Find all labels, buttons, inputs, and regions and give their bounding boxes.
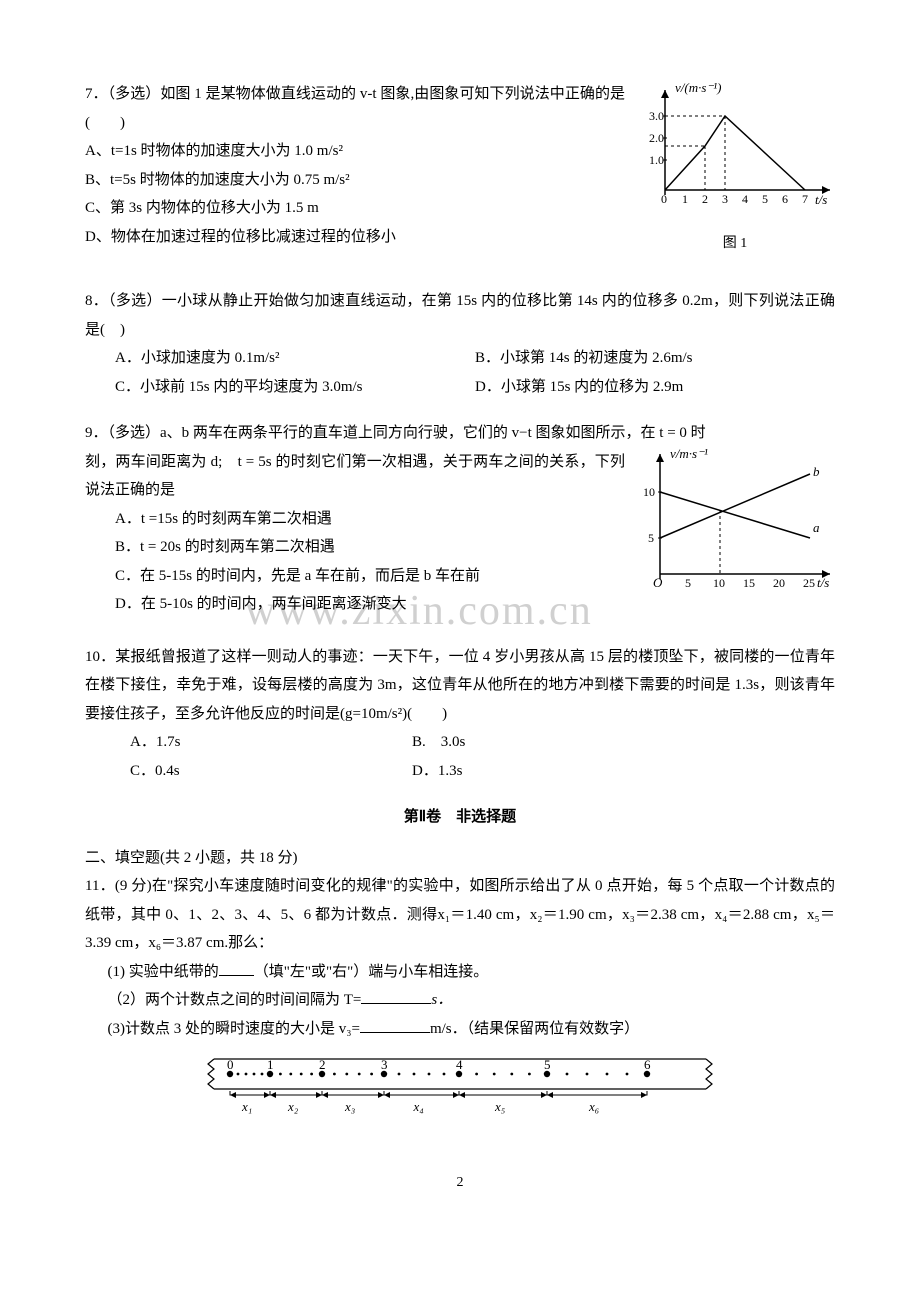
- svg-text:2: 2: [702, 192, 708, 206]
- question-9: 9．（多选）a、b 两车在两条平行的直车道上同方向行驶，它们的 v−t 图象如图…: [85, 419, 835, 619]
- svg-text:t/s: t/s: [815, 192, 827, 207]
- svg-text:v/m·s⁻¹: v/m·s⁻¹: [670, 446, 708, 461]
- svg-text:5: 5: [685, 576, 691, 590]
- q11-sub3a: (3)计数点 3 处的瞬时速度的大小是 v₃=: [108, 1021, 360, 1037]
- page-number: 2: [85, 1170, 835, 1197]
- svg-text:2.0: 2.0: [649, 131, 664, 145]
- tape-svg: 0 1 2 3 4 5 6 x₁ x₂ x₃ x₄ x₅ x₆: [200, 1049, 720, 1119]
- svg-text:b: b: [813, 464, 820, 479]
- svg-text:v/(m·s⁻¹): v/(m·s⁻¹): [675, 80, 722, 95]
- svg-text:10: 10: [713, 576, 725, 590]
- question-8: 8．（多选）一小球从静止开始做匀加速直线运动，在第 15s 内的位移比第 14s…: [85, 287, 835, 401]
- svg-text:4: 4: [456, 1057, 463, 1072]
- q8-optC: C．小球前 15s 内的平均速度为 3.0m/s: [115, 373, 475, 402]
- chart-q7: 1.0 2.0 3.0 0 1 2 3 4 5 6 7 v/(m·s⁻¹) t/…: [635, 80, 835, 220]
- question-11: 11．(9 分)在"探究小车速度随时间变化的规律"的实验中，如图所示给出了从 0…: [85, 872, 835, 1130]
- svg-text:15: 15: [743, 576, 755, 590]
- q8-optD: D．小球第 15s 内的位移为 2.9m: [475, 373, 835, 402]
- svg-text:x₂: x₂: [287, 1099, 299, 1114]
- q9-optD: D．在 5-10s 的时间内，两车间距离逐渐变大: [115, 596, 407, 612]
- svg-text:1.0: 1.0: [649, 153, 664, 167]
- figure-q11-tape: 0 1 2 3 4 5 6 x₁ x₂ x₃ x₄ x₅ x₆: [85, 1049, 835, 1130]
- svg-text:a: a: [813, 520, 820, 535]
- svg-text:4: 4: [742, 192, 748, 206]
- figure-q7-label: 图 1: [635, 231, 835, 258]
- svg-text:3.0: 3.0: [649, 109, 664, 123]
- svg-text:5: 5: [648, 531, 654, 545]
- q10-optB: B. 3.0s: [412, 728, 835, 757]
- section-2-title: 第Ⅱ卷 非选择题: [85, 803, 835, 832]
- q8-optB: B．小球第 14s 的初速度为 2.6m/s: [475, 344, 835, 373]
- svg-text:0: 0: [227, 1057, 234, 1072]
- svg-text:3: 3: [381, 1057, 388, 1072]
- svg-text:25: 25: [803, 576, 815, 590]
- q8-optA: A．小球加速度为 0.1m/s²: [115, 344, 475, 373]
- svg-text:x₆: x₆: [588, 1099, 599, 1114]
- svg-text:x₅: x₅: [494, 1099, 505, 1114]
- question-7: 1.0 2.0 3.0 0 1 2 3 4 5 6 7 v/(m·s⁻¹) t/…: [85, 80, 835, 257]
- svg-text:6: 6: [782, 192, 788, 206]
- svg-text:3: 3: [722, 192, 728, 206]
- q10-optD: D．1.3s: [412, 757, 835, 786]
- svg-text:7: 7: [802, 192, 808, 206]
- q11-sub2b: s．: [431, 992, 452, 1008]
- svg-text:20: 20: [773, 576, 785, 590]
- svg-text:5: 5: [762, 192, 768, 206]
- section-2-subtitle: 二、填空题(共 2 小题，共 18 分): [85, 844, 835, 873]
- question-10: 10．某报纸曾报道了这样一则动人的事迹：一天下午，一位 4 岁小男孩从高 15 …: [85, 643, 835, 786]
- q10-stem: 10．某报纸曾报道了这样一则动人的事迹：一天下午，一位 4 岁小男孩从高 15 …: [85, 643, 835, 729]
- svg-text:0: 0: [661, 192, 667, 206]
- q11-stem: 11．(9 分)在"探究小车速度随时间变化的规律"的实验中，如图所示给出了从 0…: [85, 872, 835, 958]
- q10-optC: C．0.4s: [130, 757, 412, 786]
- svg-text:5: 5: [544, 1057, 551, 1072]
- svg-text:x₃: x₃: [344, 1099, 355, 1114]
- q10-optA: A．1.7s: [130, 728, 412, 757]
- blank-2[interactable]: [361, 988, 431, 1004]
- blank-3[interactable]: [360, 1017, 430, 1033]
- figure-q7: 1.0 2.0 3.0 0 1 2 3 4 5 6 7 v/(m·s⁻¹) t/…: [635, 80, 835, 257]
- figure-q9: 5 10 5 10 15 20 25 O a b v/m·s⁻¹ t/s: [635, 444, 835, 605]
- q11-sub1b: （填"左"或"右"）端与小车相连接。: [254, 964, 489, 980]
- blank-1[interactable]: [219, 960, 254, 976]
- q11-sub2a: （2）两个计数点之间的时间间隔为 T=: [108, 992, 362, 1008]
- q11-sub1a: (1) 实验中纸带的: [108, 964, 219, 980]
- svg-text:O: O: [653, 575, 663, 590]
- q8-stem: 8．（多选）一小球从静止开始做匀加速直线运动，在第 15s 内的位移比第 14s…: [85, 287, 835, 344]
- svg-text:6: 6: [644, 1057, 651, 1072]
- q11-sub3b: m/s．（结果保留两位有效数字）: [430, 1021, 639, 1037]
- svg-text:1: 1: [682, 192, 688, 206]
- svg-text:10: 10: [643, 485, 655, 499]
- chart-q9: 5 10 5 10 15 20 25 O a b v/m·s⁻¹ t/s: [635, 444, 835, 594]
- svg-text:x₁: x₁: [241, 1099, 252, 1114]
- svg-text:1: 1: [267, 1057, 274, 1072]
- svg-text:x₄: x₄: [413, 1099, 425, 1114]
- svg-text:t/s: t/s: [817, 575, 829, 590]
- svg-text:2: 2: [319, 1057, 326, 1072]
